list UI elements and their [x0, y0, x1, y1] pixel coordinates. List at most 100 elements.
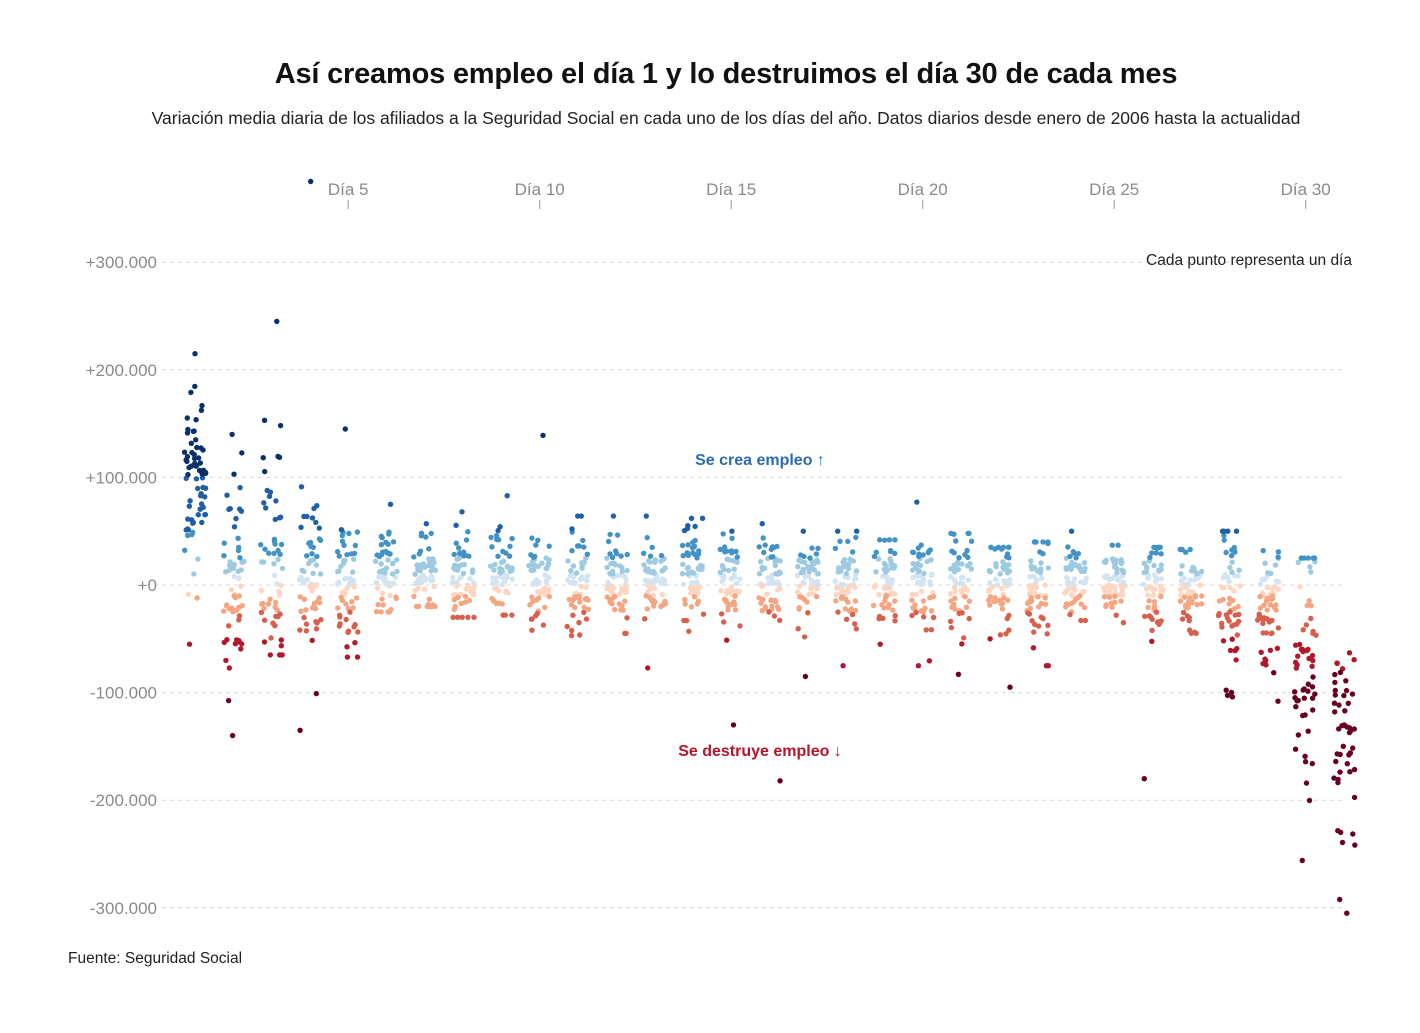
- data-point-day-6: [393, 595, 399, 602]
- data-point-day-24: [1062, 590, 1068, 596]
- data-point-day-4: [309, 637, 315, 644]
- data-point-day-13: [644, 606, 650, 612]
- data-point-day-31: [1350, 745, 1356, 751]
- data-point-day-15: [724, 548, 730, 554]
- data-point-day-21: [963, 604, 970, 610]
- data-point-day-5: [352, 640, 358, 646]
- data-point-day-30: [1300, 627, 1306, 633]
- data-point-day-17: [796, 583, 803, 590]
- data-point-day-7: [426, 546, 432, 552]
- data-point-day-14: [680, 581, 687, 587]
- data-point-day-10: [535, 537, 541, 543]
- data-point-day-22: [999, 585, 1005, 592]
- data-point-day-28: [1219, 528, 1226, 534]
- data-point-day-29: [1269, 586, 1275, 592]
- data-point-day-9: [506, 553, 513, 559]
- data-point-day-10: [533, 613, 539, 619]
- data-point-day-18: [846, 561, 852, 567]
- data-point-day-1: [186, 641, 193, 647]
- data-point-day-1: [192, 460, 198, 467]
- data-point-day-18: [853, 626, 859, 632]
- data-point-day-13: [652, 557, 659, 563]
- data-point-day-10: [529, 627, 535, 633]
- data-point-day-28: [1221, 537, 1227, 543]
- data-point-day-12: [610, 513, 617, 519]
- data-point-day-21: [953, 538, 959, 544]
- data-point-day-26: [1151, 562, 1157, 569]
- data-point-day-23: [1025, 600, 1031, 606]
- data-point-day-5: [346, 530, 352, 537]
- data-point-day-19: [881, 560, 888, 567]
- data-point-day-4: [298, 524, 304, 530]
- data-point-day-16: [759, 564, 765, 570]
- data-point-day-19: [882, 537, 888, 543]
- data-point-day-20: [914, 499, 920, 505]
- data-point-day-13: [642, 616, 648, 622]
- data-point-day-31: [1344, 761, 1351, 767]
- data-point-day-30: [1297, 641, 1303, 648]
- data-point-day-7: [421, 586, 428, 592]
- data-point-day-24: [1071, 576, 1078, 582]
- data-point-day-6: [372, 558, 379, 564]
- data-point-day-11: [570, 597, 576, 603]
- data-point-day-3: [261, 605, 267, 611]
- data-point-day-1: [191, 455, 198, 462]
- data-point-day-15: [731, 566, 737, 572]
- data-point-day-16: [774, 543, 780, 550]
- data-point-day-2: [238, 567, 244, 573]
- data-point-day-16: [770, 554, 776, 560]
- data-point-day-21: [962, 594, 968, 600]
- data-point-day-28: [1221, 532, 1227, 539]
- data-point-day-31: [1332, 692, 1339, 698]
- data-point-day-12: [618, 553, 624, 559]
- data-point-day-24: [1078, 617, 1084, 624]
- data-point-day-26: [1143, 586, 1150, 592]
- data-point-day-11: [565, 577, 571, 583]
- data-point-day-6: [389, 571, 396, 577]
- y-tick-label: +100.000: [86, 468, 157, 487]
- data-point-day-3: [275, 556, 281, 563]
- data-point-day-21: [959, 561, 965, 567]
- data-point-day-6: [378, 542, 385, 548]
- data-point-day-1: [192, 351, 198, 357]
- data-point-day-4: [299, 567, 305, 573]
- data-point-day-30: [1309, 684, 1316, 690]
- data-point-day-20: [930, 614, 937, 621]
- data-point-day-7: [423, 521, 429, 527]
- data-point-day-5: [347, 609, 353, 615]
- data-point-day-4: [312, 605, 319, 612]
- data-point-day-3: [259, 601, 265, 607]
- data-point-day-15: [733, 548, 739, 555]
- data-point-day-15: [719, 562, 726, 569]
- data-point-day-12: [609, 601, 615, 607]
- data-point-day-4: [316, 536, 323, 542]
- data-point-day-13: [643, 513, 649, 519]
- data-point-day-14: [679, 542, 686, 549]
- data-point-day-29: [1267, 602, 1274, 608]
- data-point-day-14: [682, 596, 688, 603]
- data-point-day-2: [231, 573, 237, 580]
- data-point-day-19: [882, 598, 888, 604]
- data-point-day-31: [1333, 758, 1339, 765]
- data-point-day-28: [1227, 647, 1234, 654]
- data-point-day-1: [185, 532, 191, 539]
- data-point-day-22: [1003, 631, 1009, 637]
- data-point-day-10: [546, 593, 552, 600]
- data-point-day-7: [418, 530, 425, 536]
- data-point-day-28: [1226, 578, 1232, 584]
- data-point-day-5: [336, 553, 342, 559]
- data-point-day-3: [273, 599, 279, 606]
- data-point-day-29: [1263, 662, 1269, 668]
- data-point-day-28: [1231, 544, 1238, 551]
- data-point-day-27: [1188, 630, 1195, 637]
- data-point-day-11: [584, 551, 591, 557]
- data-point-day-14: [696, 548, 702, 554]
- data-point-day-23: [1033, 539, 1039, 545]
- annotation-job-creation: Se crea empleo ↑: [695, 452, 825, 469]
- data-point-day-2: [228, 587, 234, 593]
- x-tick-label: Día 30: [1281, 180, 1331, 199]
- data-point-day-12: [617, 591, 623, 597]
- data-point-day-18: [840, 663, 846, 669]
- data-point-day-23: [1043, 663, 1050, 669]
- data-point-day-1: [202, 511, 209, 518]
